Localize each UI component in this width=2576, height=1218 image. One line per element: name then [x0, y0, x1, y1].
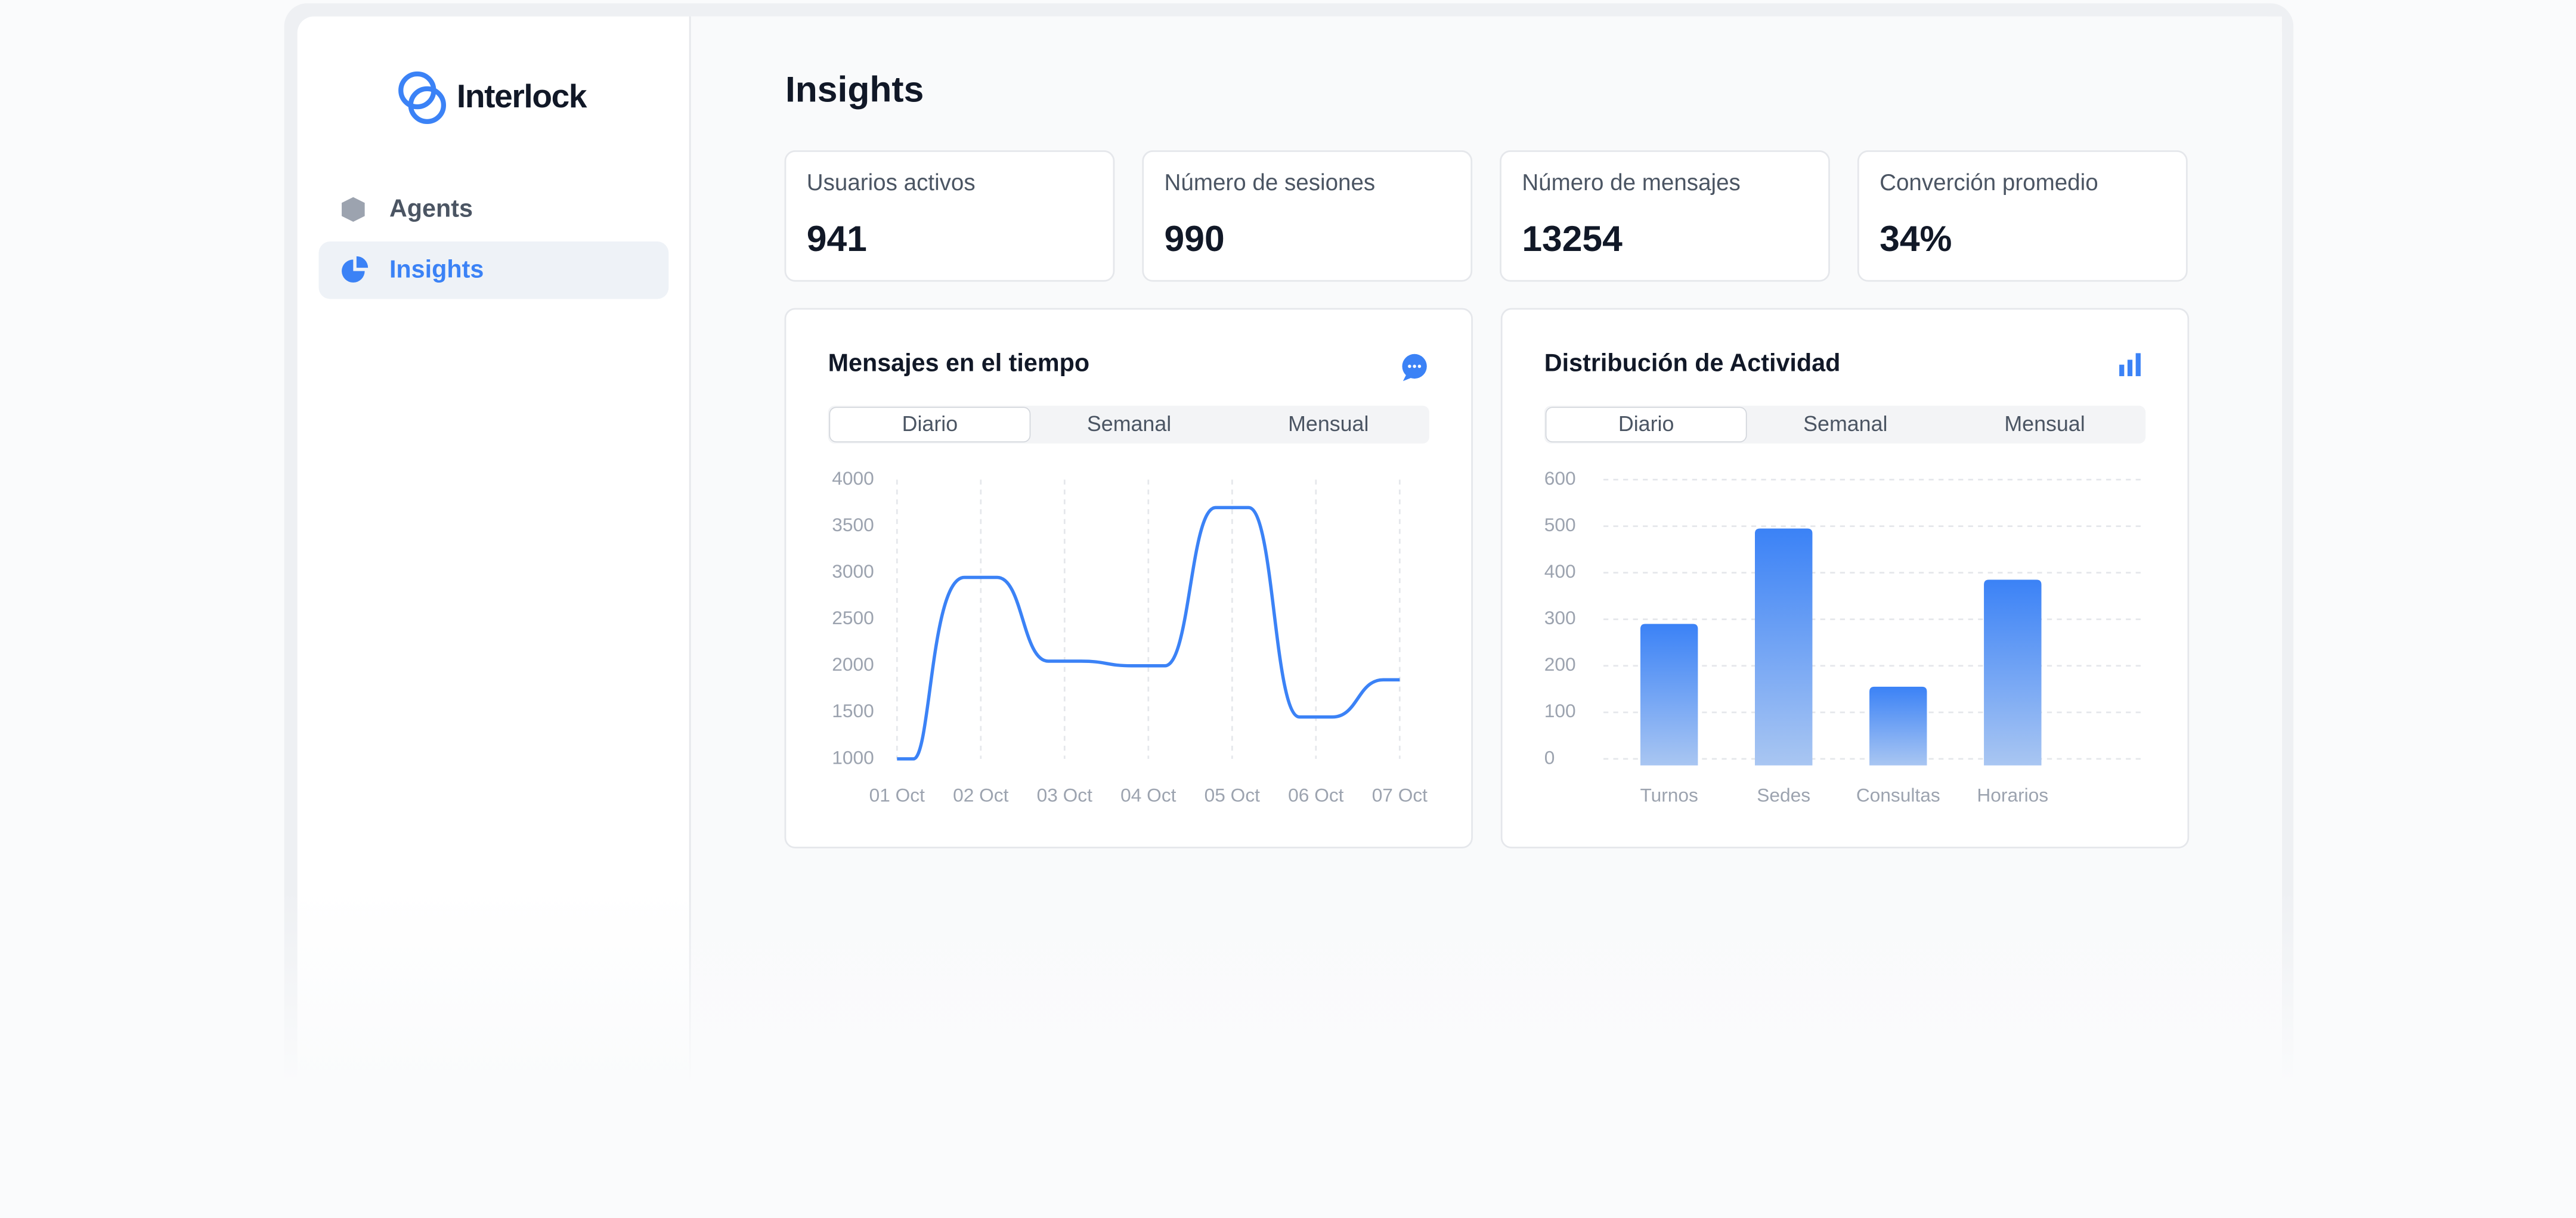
- stat-label: Usuarios activos: [807, 170, 976, 196]
- chart-card: [784, 308, 1473, 849]
- nav-item[interactable]: Insights: [389, 256, 484, 283]
- y-tick-label: 1500: [832, 700, 874, 721]
- fade-base: [0, 1082, 2576, 1218]
- tab[interactable]: Semanal: [1087, 412, 1171, 436]
- chat-icon: [1402, 354, 1427, 382]
- stat-label: Número de mensajes: [1522, 170, 1741, 196]
- nav-active[interactable]: [318, 241, 669, 299]
- x-tick-label: Horarios: [1977, 785, 2048, 806]
- stat-value: 941: [807, 218, 867, 259]
- tab-active: [829, 407, 1031, 442]
- x-tick-label: 03 Oct: [1037, 785, 1092, 806]
- tab-active: [1545, 407, 1747, 442]
- bar: [1754, 528, 1813, 765]
- y-tick-label: 3000: [832, 560, 874, 582]
- y-tick-label: 4000: [832, 467, 874, 489]
- stat-card: [1500, 150, 1830, 282]
- stat-card: [1857, 150, 2188, 282]
- y-tick-label: 300: [1544, 607, 1576, 628]
- bar: [1869, 686, 1927, 765]
- x-tick-label: 05 Oct: [1205, 785, 1260, 806]
- tab[interactable]: Mensual: [1288, 412, 1368, 436]
- stat-card: [1142, 150, 1473, 282]
- x-tick-label: Sedes: [1757, 785, 1810, 806]
- chart-card: [1500, 308, 2190, 849]
- chart-title: Distribución de Actividad: [1544, 349, 1841, 377]
- stat-label: Número de sesiones: [1165, 170, 1376, 196]
- tab[interactable]: Diario: [902, 412, 958, 436]
- insights-icon: [342, 256, 369, 283]
- tab[interactable]: Diario: [1618, 412, 1674, 436]
- x-tick-label: Consultas: [1856, 785, 1940, 806]
- tab[interactable]: Mensual: [2004, 412, 2085, 436]
- x-tick-label: 02 Oct: [953, 785, 1008, 806]
- stat-value: 34%: [1880, 218, 1952, 259]
- y-tick-label: 500: [1544, 514, 1576, 535]
- x-tick-label: 04 Oct: [1120, 785, 1176, 806]
- stat-card: [784, 150, 1115, 282]
- content: Usuarios activos 941 Número de sesiones 990…: [784, 150, 2190, 849]
- logo: [398, 71, 447, 125]
- bars-icon: [2119, 353, 2141, 376]
- bar: [1984, 579, 2042, 765]
- tab[interactable]: Semanal: [1803, 412, 1887, 436]
- line: [897, 506, 1400, 761]
- stat-value: 13254: [1522, 218, 1623, 259]
- y-tick-label: 100: [1544, 700, 1576, 721]
- stat-label: Converción promedio: [1880, 170, 2098, 196]
- x-tick-label: 01 Oct: [869, 785, 925, 806]
- nav-item[interactable]: Agents: [389, 195, 473, 222]
- y-tick-label: 600: [1544, 467, 1576, 489]
- y-tick-label: 1000: [832, 746, 874, 768]
- agents-icon: [342, 197, 365, 222]
- y-tick-label: 2000: [832, 653, 874, 675]
- bar: [1640, 624, 1698, 765]
- brand: Interlock: [457, 78, 587, 114]
- x-tick-label: Turnos: [1640, 785, 1698, 806]
- y-tick-label: 200: [1544, 653, 1576, 675]
- page-title: Insights: [785, 69, 924, 109]
- y-tick-label: 3500: [832, 514, 874, 535]
- y-tick-label: 2500: [832, 607, 874, 628]
- fade: [0, 887, 2576, 1084]
- x-tick-label: 07 Oct: [1372, 785, 1428, 806]
- y-tick-label: 0: [1544, 746, 1555, 768]
- x-tick-label: 06 Oct: [1288, 785, 1343, 806]
- chart-title: Mensajes en el tiempo: [828, 349, 1090, 377]
- y-tick-label: 400: [1544, 560, 1576, 582]
- stat-value: 990: [1165, 218, 1225, 259]
